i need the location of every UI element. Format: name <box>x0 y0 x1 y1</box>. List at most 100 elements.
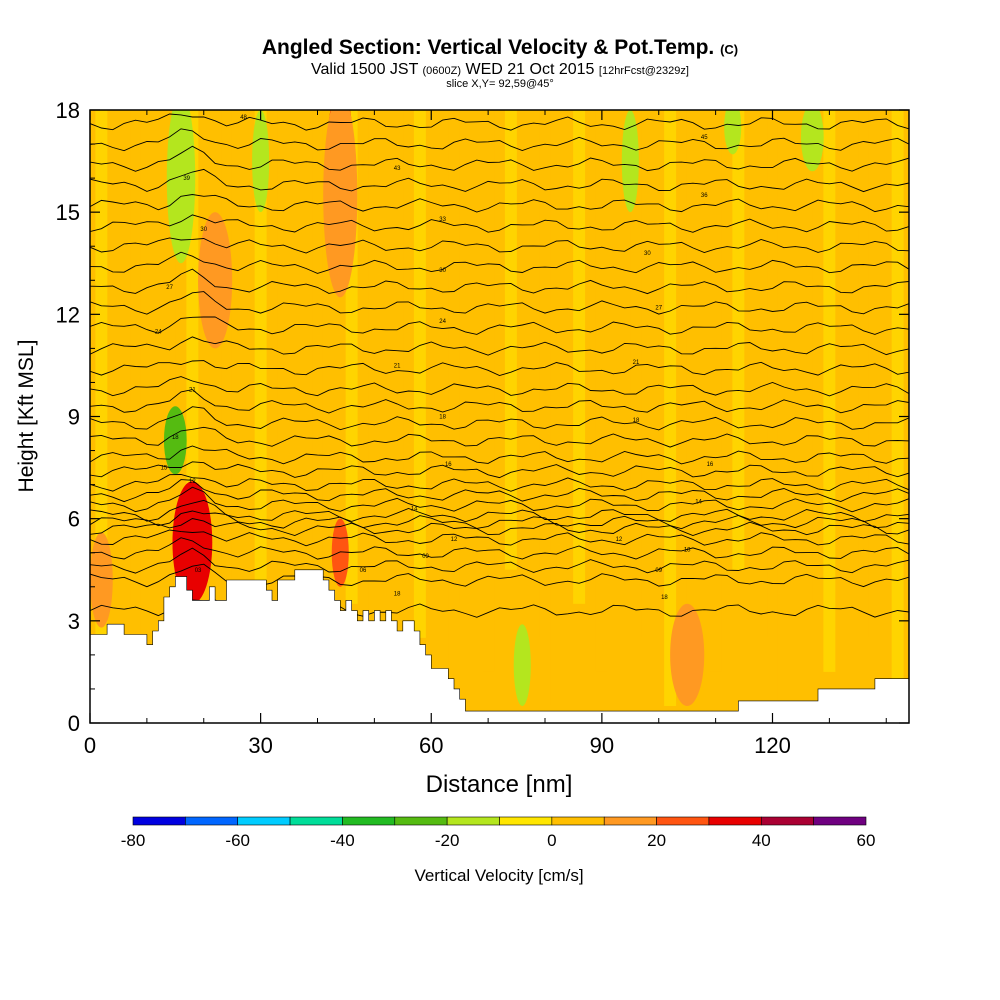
contour-label: 48 <box>240 115 247 121</box>
theta-contour-line <box>90 251 909 274</box>
contour-label: 09 <box>655 568 662 574</box>
y-tick-label: 9 <box>68 405 80 430</box>
colorbar-swatch <box>499 816 553 826</box>
velocity-streak <box>140 110 153 672</box>
contour-label: 33 <box>439 217 446 223</box>
theta-contour-line <box>90 316 909 335</box>
colorbar-swatch <box>708 816 762 826</box>
contour-label: 30 <box>439 268 446 274</box>
theta-contour-line <box>90 479 909 503</box>
contour-label: 18 <box>394 592 401 598</box>
velocity-cell <box>513 624 531 706</box>
subtitle-forecast: [12hrFcst@2329z] <box>598 65 689 77</box>
theta-contour-line <box>90 518 909 536</box>
y-axis-label: Height [Kft MSL] <box>15 340 38 493</box>
velocity-streak <box>709 110 722 672</box>
velocity-streak <box>459 110 472 604</box>
contour-label: 30 <box>644 251 651 257</box>
velocity-cell <box>163 406 187 475</box>
theta-contour-line <box>90 537 909 560</box>
theta-contour-line <box>90 426 909 448</box>
colorbar-swatch <box>760 816 814 826</box>
velocity-streak <box>300 110 313 638</box>
contour-label: 14 <box>695 500 702 506</box>
theta-contours <box>90 113 909 618</box>
velocity-streak <box>891 110 904 706</box>
contour-label: 18 <box>633 418 640 424</box>
contour-label: 16 <box>445 462 452 468</box>
velocity-streak <box>254 110 267 672</box>
velocity-streak <box>436 110 449 706</box>
y-tick-label: 0 <box>68 711 80 736</box>
y-tick-label: 12 <box>56 302 80 327</box>
y-tick-label: 15 <box>56 200 80 225</box>
velocity-streak <box>118 110 131 604</box>
contour-label: 18 <box>661 595 668 601</box>
contour-label: 18 <box>172 435 179 441</box>
colorbar-swatch <box>289 816 343 826</box>
contour-label: 12 <box>616 537 623 543</box>
theta-contour-line <box>90 499 909 523</box>
x-tick-label: 90 <box>590 733 614 758</box>
contour-label: 14 <box>411 506 418 512</box>
subtitle-zulu: (0600Z) <box>422 65 462 77</box>
theta-contour-line <box>90 291 909 315</box>
colorbar-label: Vertical Velocity [cm/s] <box>414 866 583 885</box>
contour-label: 03 <box>195 568 202 574</box>
contour-label: 24 <box>439 319 446 325</box>
velocity-cell <box>331 518 349 587</box>
terrain <box>90 569 909 723</box>
contour-label: 21 <box>633 360 640 366</box>
x-axis-label: Distance [nm] <box>426 771 573 798</box>
velocity-streak <box>777 110 790 706</box>
theta-contour-line <box>90 214 909 233</box>
colorbar-swatch <box>342 816 396 826</box>
velocity-cell <box>166 110 196 264</box>
velocity-cells <box>90 110 824 706</box>
velocity-streak <box>732 110 745 570</box>
subtitle-date: WED 21 Oct 2015 <box>465 61 595 78</box>
y-tick-label: 18 <box>56 98 80 123</box>
colorbar-swatch <box>394 816 448 826</box>
colorbar-tick-label: 60 <box>857 831 876 850</box>
velocity-streak <box>391 110 404 570</box>
theta-contour-line <box>90 474 909 492</box>
contour-label: 21 <box>189 387 196 393</box>
theta-contour-line <box>90 128 909 152</box>
y-tick-label: 3 <box>68 609 80 634</box>
theta-contour-line <box>90 529 909 547</box>
velocity-streak <box>686 110 699 604</box>
colorbar-tick-label: 20 <box>647 831 666 850</box>
theta-contour-line <box>90 194 909 213</box>
theta-contour-line <box>90 486 909 513</box>
velocity-cell <box>198 212 233 349</box>
colorbar-swatch <box>813 816 867 826</box>
contour-label: 27 <box>166 285 173 291</box>
velocity-streak <box>482 110 495 672</box>
colorbar: -80 -60 -40 -20 0 20 40 60 <box>121 816 876 850</box>
velocity-streak <box>573 110 586 604</box>
chart-title: Angled Section: Vertical Velocity & Pot.… <box>0 36 1000 60</box>
contour-label: 18 <box>684 547 691 553</box>
theta-contour-line <box>90 389 909 414</box>
x-tick-label: 60 <box>419 733 443 758</box>
velocity-cell <box>323 110 358 298</box>
contour-label: 12 <box>189 479 196 485</box>
chart-subtitle: Valid 1500 JST (0600Z) WED 21 Oct 2015 [… <box>0 61 1000 79</box>
velocity-cell <box>800 110 824 172</box>
colorbar-swatch <box>551 816 605 826</box>
subtitle-valid: Valid 1500 JST <box>311 61 419 78</box>
colorbar-swatch <box>603 816 657 826</box>
velocity-cell <box>90 532 113 628</box>
contour-label: 16 <box>707 462 714 468</box>
velocity-streak <box>277 110 290 570</box>
x-tick-label: 0 <box>84 733 96 758</box>
colorbar-tick-label: -80 <box>121 831 146 850</box>
velocity-streak <box>664 110 677 706</box>
theta-contour-line <box>90 268 909 295</box>
contour-label: 12 <box>451 537 458 543</box>
velocity-cell <box>252 110 270 213</box>
contour-labels: 48 45 43 39 36 33 30 30 30 27 27 24 24 21 21 21 18 18 18 16… <box>155 115 714 601</box>
velocity-streak <box>641 110 654 638</box>
